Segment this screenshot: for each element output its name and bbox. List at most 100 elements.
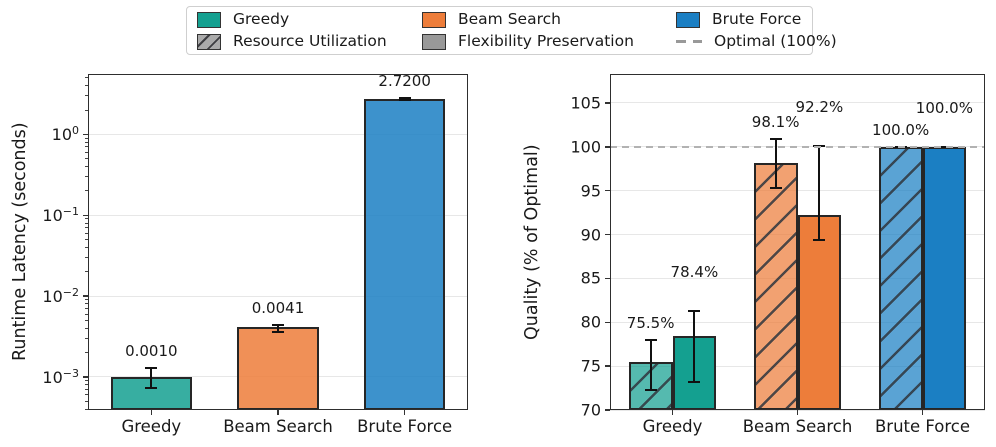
legend: Greedy Beam Search Brute Force Resource … xyxy=(186,6,837,55)
legend-item-beam-search: Beam Search xyxy=(422,10,655,29)
value-label: 98.1% xyxy=(751,112,800,131)
y-minor-tick xyxy=(85,158,88,160)
error-bar xyxy=(818,145,821,240)
bar-beam-search xyxy=(237,327,319,410)
error-bar xyxy=(277,325,279,332)
legend-item-brute-force: Brute Force xyxy=(676,10,810,29)
y-minor-tick xyxy=(85,190,88,192)
gridline xyxy=(88,214,468,216)
error-bar-cap xyxy=(398,97,411,100)
value-label: 92.2% xyxy=(795,97,844,116)
error-bar-cap xyxy=(145,387,158,390)
y-tick xyxy=(605,365,610,367)
y-minor-tick xyxy=(85,232,88,234)
right-y-axis-label: Quality (% of Optimal) xyxy=(522,144,542,340)
legend-label-greedy: Greedy xyxy=(233,10,290,28)
quality-chart: 70 75 80 85 90 95 100 105 Greedy Beam Search Brute… xyxy=(570,74,985,436)
y-minor-tick xyxy=(85,257,88,259)
x-tick xyxy=(150,410,153,415)
y-minor-tick xyxy=(85,303,88,305)
error-bar-cap xyxy=(769,187,782,190)
error-bar-cap xyxy=(398,99,411,102)
y-minor-tick xyxy=(85,146,88,148)
y-minor-tick xyxy=(85,299,88,301)
y-minor-tick xyxy=(85,176,88,178)
legend-item-greedy: Greedy xyxy=(197,10,401,29)
optimal-dashed-line xyxy=(610,145,985,148)
dashed-line-icon xyxy=(676,40,702,43)
legend-label-resource-utilization: Resource Utilization xyxy=(233,32,387,50)
legend-label-brute-force: Brute Force xyxy=(712,10,802,28)
y-minor-tick xyxy=(85,384,88,386)
y-tick xyxy=(605,102,610,104)
y-minor-tick xyxy=(85,319,88,321)
error-bar-cap xyxy=(688,309,701,312)
value-label: 2.7200 xyxy=(378,72,431,91)
y-tick xyxy=(605,233,610,236)
value-label: 100.0% xyxy=(872,120,930,139)
y-minor-tick xyxy=(85,408,88,410)
runtime-latency-chart: 100 10−1 10−2 10−3 Greedy Beam Search Brute Fo… xyxy=(42,72,468,436)
x-tick xyxy=(921,410,924,415)
value-label: 0.0010 xyxy=(125,342,178,361)
legend-item-flexibility-preservation: Flexibility Preservation xyxy=(422,32,655,51)
y-minor-tick xyxy=(85,77,88,79)
y-minor-tick xyxy=(85,308,88,310)
y-tick xyxy=(605,277,610,280)
bar-beam-search-solid xyxy=(797,215,842,410)
y-tick xyxy=(83,214,88,217)
y-tick-label: 105 xyxy=(570,93,601,113)
y-minor-tick xyxy=(85,109,88,111)
value-label: 78.4% xyxy=(670,262,719,281)
legend-item-resource-utilization: Resource Utilization xyxy=(197,32,401,51)
y-tick-label: 80 xyxy=(580,312,601,332)
y-tick-label: 70 xyxy=(580,400,601,420)
x-tick-label: Beam Search xyxy=(742,417,853,436)
error-bar-cap xyxy=(769,137,782,140)
y-tick-label: 100 xyxy=(51,124,79,145)
y-tick-label: 100 xyxy=(570,137,601,157)
y-tick xyxy=(605,146,610,148)
y-tick-label: 10−3 xyxy=(42,366,79,388)
y-tick-label: 85 xyxy=(580,268,601,288)
error-bar-cap xyxy=(644,338,657,341)
gridline xyxy=(610,190,985,192)
gridline xyxy=(88,133,468,135)
brute-force-color-swatch-icon xyxy=(676,11,700,28)
y-minor-tick xyxy=(85,166,88,168)
x-tick-label: Greedy xyxy=(642,417,703,436)
y-minor-tick xyxy=(85,239,88,241)
y-minor-tick xyxy=(85,85,88,87)
y-tick-label: 75 xyxy=(580,356,601,376)
value-label: 75.5% xyxy=(626,313,675,332)
bar-brute-force xyxy=(364,99,446,410)
y-minor-tick xyxy=(85,227,88,229)
y-minor-tick xyxy=(85,380,88,382)
value-label: 100.0% xyxy=(915,98,973,117)
error-bar xyxy=(150,368,153,389)
y-minor-tick xyxy=(85,337,88,339)
y-minor-tick xyxy=(85,95,88,97)
legend-label-beam-search: Beam Search xyxy=(458,10,561,28)
error-bar xyxy=(774,138,777,189)
y-tick xyxy=(83,295,88,297)
legend-label-flexibility-preservation: Flexibility Preservation xyxy=(458,32,634,50)
x-tick-label: Beam Search xyxy=(223,417,333,436)
error-bar xyxy=(649,339,652,390)
legend-item-optimal: Optimal (100%) xyxy=(676,32,837,51)
error-bar-cap xyxy=(272,330,284,333)
bar-beam-search-hatched xyxy=(753,163,798,410)
y-minor-tick xyxy=(85,352,88,354)
y-tick xyxy=(83,376,88,378)
y-minor-tick xyxy=(85,151,88,153)
beam-search-color-swatch-icon xyxy=(422,11,446,28)
legend-label-optimal: Optimal (100%) xyxy=(714,32,837,50)
y-minor-tick xyxy=(85,141,88,143)
error-bar-cap xyxy=(813,238,826,241)
y-tick-label: 10−2 xyxy=(42,285,79,307)
y-minor-tick xyxy=(85,271,88,273)
left-y-axis-label: Runtime Latency (seconds) xyxy=(10,122,30,362)
y-minor-tick xyxy=(85,394,88,396)
error-bar-cap xyxy=(644,388,657,391)
